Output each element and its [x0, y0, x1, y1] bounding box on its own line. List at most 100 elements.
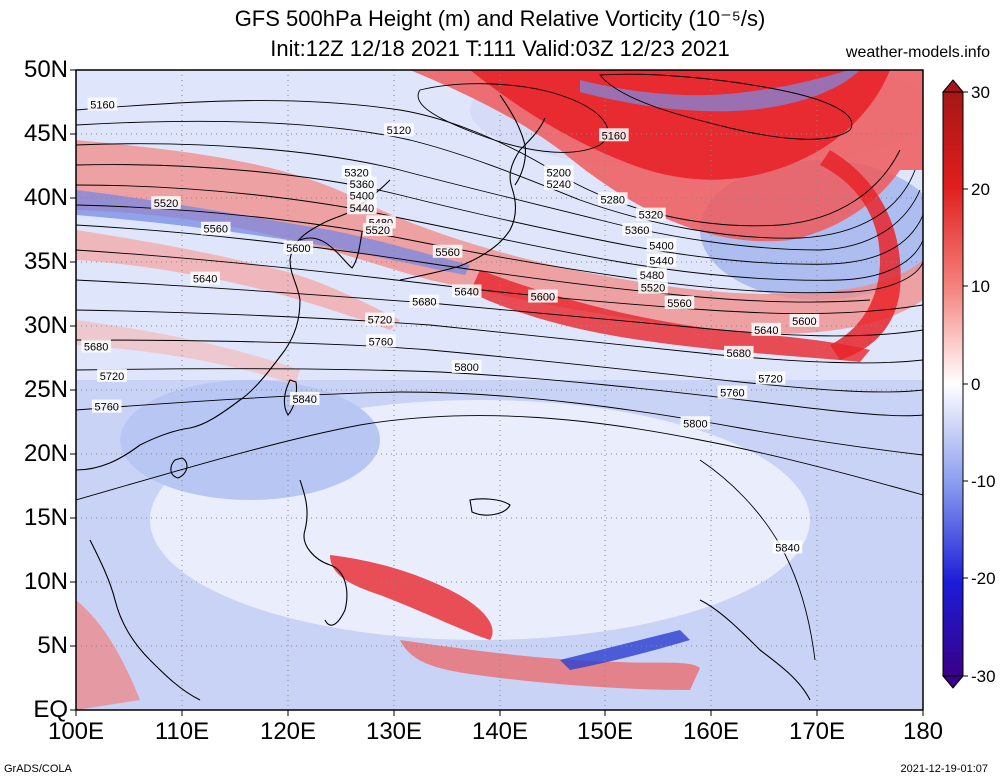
- red-band-jet: [76, 140, 923, 334]
- lon-label: 130E: [365, 718, 423, 745]
- lat-label: EQ: [33, 696, 68, 723]
- contour-label-bg: [543, 176, 574, 190]
- korea-coast: [299, 231, 363, 269]
- colorbar-top-arrow: [941, 79, 965, 93]
- site-credit: weather-models.info: [845, 44, 990, 61]
- contour-label-bg: [680, 416, 711, 430]
- footer-timestamp: 2021-12-19-01:07: [900, 763, 988, 775]
- contour-line: [599, 73, 853, 140]
- lon-label: 120E: [259, 718, 317, 745]
- contour-label-bg: [365, 312, 395, 326]
- lat-label: 45N: [23, 120, 68, 147]
- chart-subtitle: Init:12Z 12/18 2021 T:111 Valid:03Z 12/2…: [270, 36, 730, 61]
- colorbar: [941, 79, 968, 689]
- philippines-coast: [299, 479, 348, 626]
- contour-label: 5840: [292, 394, 316, 406]
- contour-label: 5680: [412, 297, 436, 309]
- axis-ticks: [70, 69, 924, 716]
- contour-label: 5800: [683, 418, 707, 430]
- contour-label: 5440: [649, 256, 673, 268]
- contour-line: [76, 391, 923, 456]
- lat-label: 10N: [23, 568, 68, 595]
- red-band-china: [76, 230, 400, 330]
- colorbar-gradient: [942, 91, 964, 677]
- contour-label-bg: [646, 253, 677, 267]
- contour-label-bg: [772, 540, 803, 554]
- contour-label-bg: [409, 294, 440, 308]
- contour-label: 5560: [204, 224, 228, 236]
- contour-label-bg: [87, 97, 118, 111]
- blue-band-north: [580, 70, 860, 112]
- contour-label-bg: [599, 128, 629, 142]
- contour-label: 5720: [368, 315, 392, 327]
- lat-label: 30N: [23, 312, 68, 339]
- contour-line: [76, 279, 923, 337]
- lat-label: 15N: [23, 504, 68, 531]
- contour-label: 5600: [792, 316, 816, 328]
- lon-label: 110E: [154, 718, 210, 745]
- contour-label: 5560: [667, 298, 691, 310]
- colorbar-label: 10: [971, 277, 990, 296]
- contour-label-bg: [432, 244, 463, 258]
- contour-label: 5600: [531, 292, 555, 304]
- taiwan-coast: [283, 379, 298, 416]
- chart-title: GFS 500hPa Height (m) and Relative Vorti…: [234, 6, 766, 31]
- contour-line: [76, 204, 923, 294]
- contour-label-bg: [91, 399, 122, 413]
- contour-label-bg: [151, 196, 181, 210]
- contour-label-bg: [789, 313, 820, 327]
- contour-label-bg: [637, 267, 667, 281]
- lon-label: 100E: [47, 718, 105, 745]
- contour-label: 5200: [547, 167, 571, 179]
- contour-label-bg: [283, 240, 314, 254]
- colorbar-label: -30: [971, 667, 996, 686]
- coastlines: [76, 94, 811, 701]
- blue-band-equatorial: [560, 630, 690, 670]
- lat-label: 5N: [37, 632, 68, 659]
- blue-zone-scs: [120, 380, 380, 500]
- contour-line: [76, 120, 916, 239]
- contour-label-bg: [289, 391, 320, 405]
- colorbar-label: 0: [971, 375, 981, 394]
- contour-label: 5360: [350, 179, 374, 191]
- contour-label-bg: [543, 165, 574, 179]
- contour-label-bg: [622, 223, 652, 236]
- contour-label-bg: [341, 165, 372, 179]
- island-coast: [469, 498, 511, 516]
- contour-label-bg: [81, 339, 111, 353]
- contour-label: 5240: [547, 179, 571, 191]
- contour-label: 5560: [435, 247, 459, 259]
- contour-label: 5760: [94, 402, 118, 414]
- contour-line: [76, 184, 923, 281]
- contour-label: 5640: [193, 274, 217, 286]
- contour-label: 5640: [754, 325, 778, 337]
- contour-line: [76, 415, 923, 501]
- contour-label-bg: [347, 188, 377, 202]
- contour-label-bg: [366, 334, 396, 348]
- contour-label: 5840: [775, 542, 799, 554]
- contour-label: 5600: [286, 243, 310, 255]
- colorbar-label: -20: [971, 569, 996, 588]
- contour-label: 5520: [154, 198, 178, 210]
- contour-line: [76, 224, 871, 303]
- colorbar-label: -10: [971, 472, 996, 491]
- lon-label: 180: [902, 718, 944, 745]
- contour-label-bg: [664, 295, 695, 309]
- contour-label: 5480: [640, 270, 664, 282]
- colorbar-label: 20: [971, 180, 990, 199]
- lat-label: 20N: [23, 440, 68, 467]
- footer-credit: GrADS/COLA: [4, 763, 72, 775]
- contour-label-bg: [362, 223, 393, 236]
- contour-line: [76, 143, 921, 251]
- contour-label: 5640: [454, 286, 478, 298]
- red-band-jet-core: [470, 270, 870, 362]
- contour-label-bg: [755, 371, 786, 385]
- lon-label: 170E: [788, 718, 846, 745]
- indochina-coast: [89, 539, 201, 701]
- lon-label: 140E: [471, 718, 529, 745]
- contour-label-bg: [528, 289, 558, 303]
- contour-label: 5120: [387, 125, 411, 137]
- contour-label: 5760: [369, 336, 393, 348]
